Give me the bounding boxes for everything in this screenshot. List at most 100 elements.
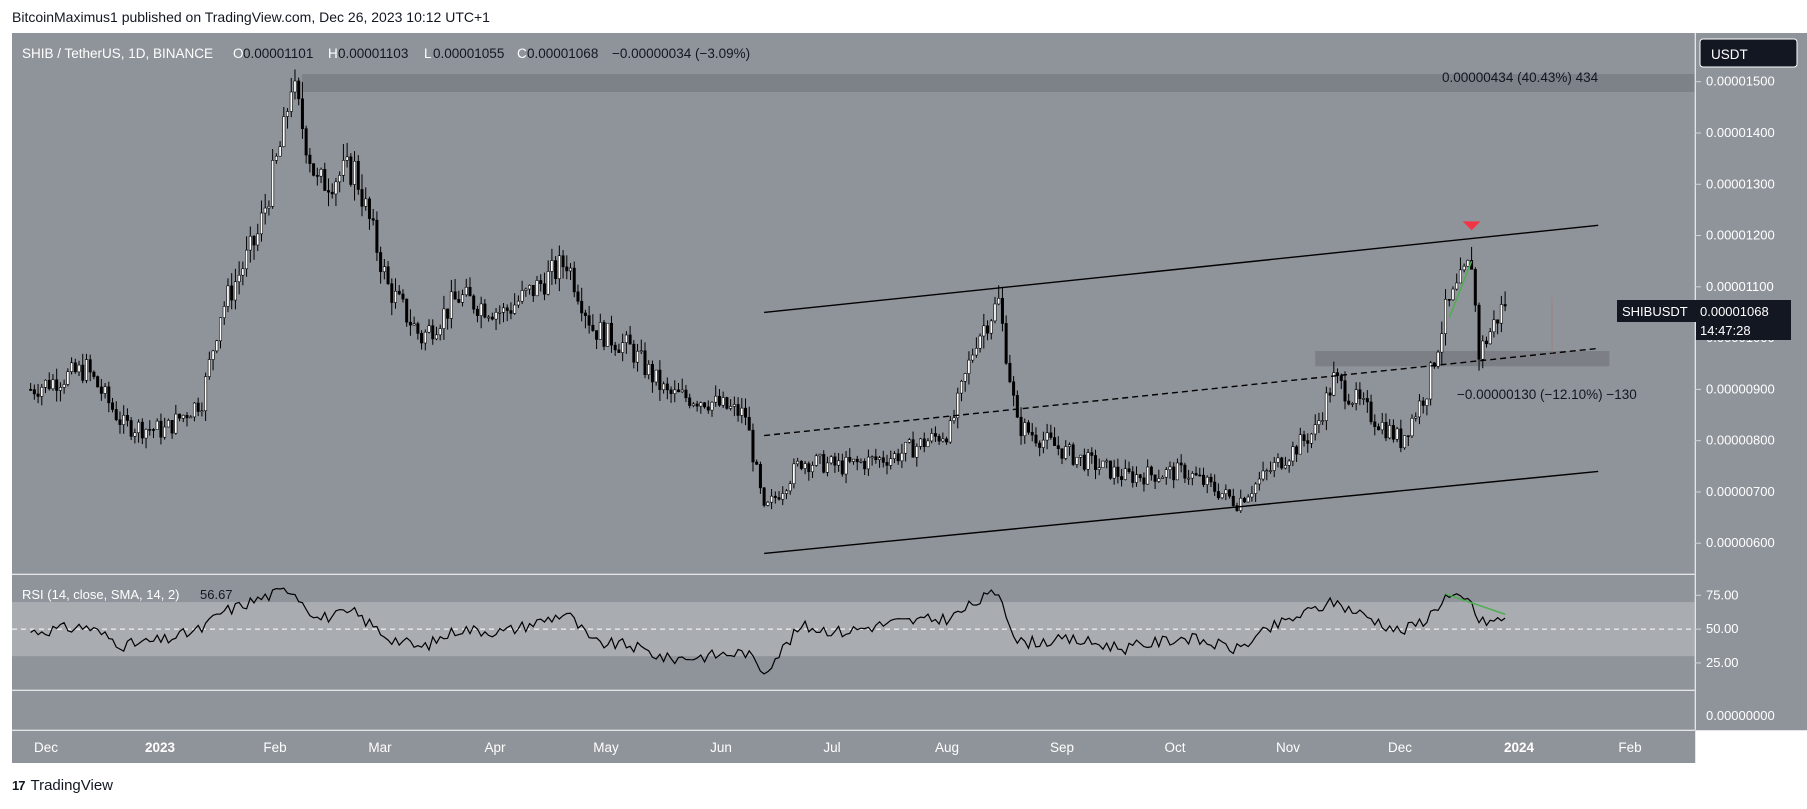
price-tick-label: 0.00000700 xyxy=(1706,484,1775,499)
candle-body xyxy=(1298,434,1302,455)
candle-body xyxy=(751,429,755,463)
candle-body xyxy=(1220,493,1224,499)
candle-body xyxy=(88,359,92,373)
candle-body xyxy=(684,389,688,399)
candle-body xyxy=(252,235,256,246)
candle-body xyxy=(397,290,401,295)
candle-body xyxy=(315,175,319,177)
candle-body xyxy=(267,206,271,209)
candle-body xyxy=(1138,474,1142,479)
candle-body xyxy=(617,349,621,353)
candle-body xyxy=(595,330,599,340)
price-axis[interactable] xyxy=(1696,33,1807,730)
candle-body xyxy=(665,383,669,391)
time-tick-label: 2024 xyxy=(1504,740,1535,755)
candle-body xyxy=(650,364,654,383)
candle-body xyxy=(736,404,740,416)
currency-button-label: USDT xyxy=(1711,47,1748,62)
candle-body xyxy=(658,369,662,390)
candle-body xyxy=(1429,362,1433,400)
candle-body xyxy=(758,464,762,489)
candle-body xyxy=(1417,400,1421,418)
candle-body xyxy=(1090,452,1094,456)
last-price-tag xyxy=(1696,300,1791,340)
candle-body xyxy=(114,409,118,421)
time-tick-label: Dec xyxy=(1388,740,1412,755)
channel-lines xyxy=(764,224,1599,555)
price-tick-label: 0.00000900 xyxy=(1706,381,1775,396)
candle-body xyxy=(453,291,457,300)
candle-body xyxy=(1377,426,1381,431)
candle-body xyxy=(1175,462,1179,481)
candle-body xyxy=(662,383,666,390)
candle-body xyxy=(565,266,569,272)
candle-body xyxy=(1146,466,1150,485)
rsi-line xyxy=(30,587,1506,675)
candle-body xyxy=(1283,465,1287,469)
candle-body xyxy=(1164,469,1168,478)
time-tick-label: Mar xyxy=(368,740,392,755)
currency-button[interactable] xyxy=(1699,38,1798,68)
candle-body xyxy=(1094,455,1098,470)
candle-body xyxy=(1425,398,1429,406)
tradingview-footer[interactable]: 17 TradingView xyxy=(12,777,113,794)
time-tick-label: Jul xyxy=(823,740,840,755)
candle-body xyxy=(47,379,51,390)
candle-body xyxy=(1347,400,1351,405)
candle-body xyxy=(1004,323,1008,364)
candle-body xyxy=(1190,473,1194,479)
candle-body xyxy=(892,453,896,459)
rsi-tick-label: 75.00 xyxy=(1706,587,1739,602)
time-axis-ticks: Dec 2023 Feb Mar Apr May Jun Jul Aug Sep Oct Nov Dec… xyxy=(34,740,1642,755)
candle-body xyxy=(1388,425,1392,439)
candle-body xyxy=(107,386,111,404)
candle-body xyxy=(338,175,342,183)
candle-body xyxy=(740,407,744,416)
candle-body xyxy=(561,255,565,268)
bottom-pane-label: 0.00000000 xyxy=(1706,708,1775,723)
candle-body xyxy=(178,413,182,419)
candle-body xyxy=(151,429,155,431)
candle-body xyxy=(326,190,330,193)
candle-body xyxy=(747,416,751,431)
candle-body xyxy=(851,458,855,462)
candle-body xyxy=(1269,470,1273,472)
candle-body xyxy=(1503,304,1507,307)
candle-body xyxy=(1187,477,1191,480)
candle-body xyxy=(1105,460,1109,463)
candle-body xyxy=(710,401,714,411)
candle-body xyxy=(1183,464,1187,479)
candle-body xyxy=(297,80,301,100)
candle-body xyxy=(1086,452,1090,470)
candle-body xyxy=(1369,401,1373,423)
candle-body xyxy=(811,465,815,473)
candle-body xyxy=(1079,454,1083,458)
candle-body xyxy=(1455,282,1459,290)
candle-body xyxy=(233,281,237,301)
candle-body xyxy=(654,369,658,383)
candle-body xyxy=(1060,448,1064,459)
empty-pane xyxy=(12,691,1695,730)
candle-body xyxy=(442,308,446,329)
candle-body xyxy=(1030,432,1034,436)
candle-body xyxy=(483,303,487,318)
candle-body xyxy=(1265,470,1269,472)
candle-body xyxy=(92,371,96,377)
candle-body xyxy=(401,293,405,300)
candle-body xyxy=(956,392,960,419)
candle-body xyxy=(207,359,211,377)
candle-body xyxy=(215,340,219,352)
time-tick-label: Dec xyxy=(34,740,58,755)
candle-body xyxy=(1391,425,1395,440)
candle-body xyxy=(1336,372,1340,376)
candle-body xyxy=(904,441,908,454)
candle-body xyxy=(159,420,163,438)
candle-body xyxy=(930,433,934,442)
candle-body xyxy=(919,438,923,447)
candle-body xyxy=(699,402,703,407)
candle-body xyxy=(1157,478,1161,482)
candle-body xyxy=(989,320,993,334)
time-axis[interactable] xyxy=(12,731,1695,763)
candle-body xyxy=(889,458,893,466)
